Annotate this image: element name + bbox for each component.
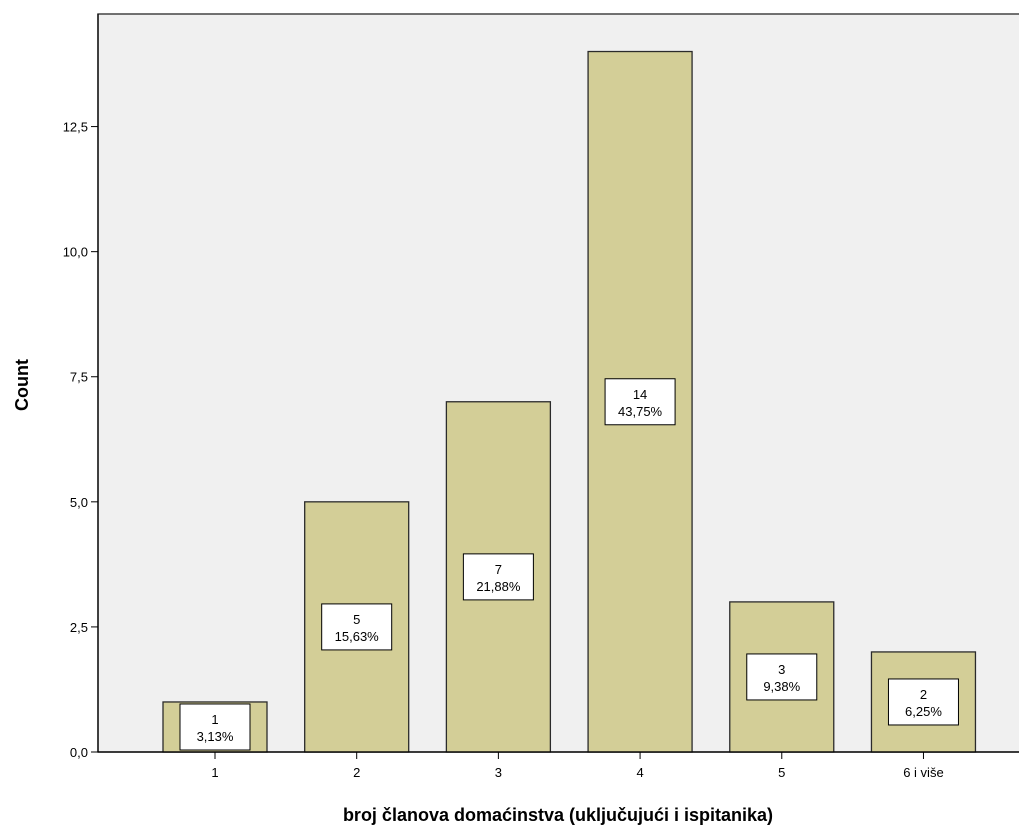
y-tick-label: 12,5 [63, 120, 88, 135]
data-label-4: 14 43,75% [604, 378, 676, 426]
data-label-count: 5 [353, 612, 360, 627]
data-label-box [604, 378, 676, 426]
data-label-1: 1 3,13% [179, 703, 251, 751]
data-labels-group: 1 3,13% 5 15,63% 7 21,88% 14 43,75% 3 9,38% 2 6,25% [179, 378, 959, 751]
data-label-box [746, 653, 818, 701]
data-label-count: 7 [495, 562, 502, 577]
data-label-count: 2 [920, 687, 927, 702]
y-tick-label: 5,0 [70, 495, 88, 510]
data-label-2: 5 15,63% [321, 603, 393, 651]
data-label-box [179, 703, 251, 751]
x-axis-title: broj članova domaćinstva (uključujući i … [343, 805, 773, 825]
data-label-box [887, 678, 959, 726]
x-tick-label: 1 [211, 765, 218, 780]
y-axis-title: Count [12, 359, 32, 411]
x-tick-label: 2 [353, 765, 360, 780]
x-tick-label: 6 i više [903, 765, 943, 780]
y-tick-label: 10,0 [63, 245, 88, 260]
data-label-count: 1 [211, 712, 218, 727]
y-tick-label: 0,0 [70, 745, 88, 760]
data-label-5: 3 9,38% [746, 653, 818, 701]
x-tick-label: 3 [495, 765, 502, 780]
data-label-percent: 3,13% [197, 729, 234, 744]
data-label-3: 7 21,88% [462, 553, 534, 601]
data-label-box [462, 553, 534, 601]
y-tick-label: 2,5 [70, 620, 88, 635]
data-label-percent: 21,88% [476, 579, 521, 594]
x-tick-label: 5 [778, 765, 785, 780]
data-label-percent: 43,75% [618, 404, 663, 419]
plot-area [97, 13, 1019, 753]
data-label-box [321, 603, 393, 651]
data-label-percent: 15,63% [335, 629, 380, 644]
y-axis: 0,0 2,5 5,0 7,5 10,0 12,5 [63, 14, 99, 760]
data-label-count: 3 [778, 662, 785, 677]
x-tick-label: 4 [636, 765, 643, 780]
y-tick-label: 7,5 [70, 370, 88, 385]
data-label-percent: 6,25% [905, 704, 942, 719]
x-axis: 1 2 3 4 5 6 i više [98, 751, 1019, 780]
data-label-count: 14 [633, 387, 647, 402]
data-label-6: 2 6,25% [887, 678, 959, 726]
data-label-percent: 9,38% [763, 679, 800, 694]
